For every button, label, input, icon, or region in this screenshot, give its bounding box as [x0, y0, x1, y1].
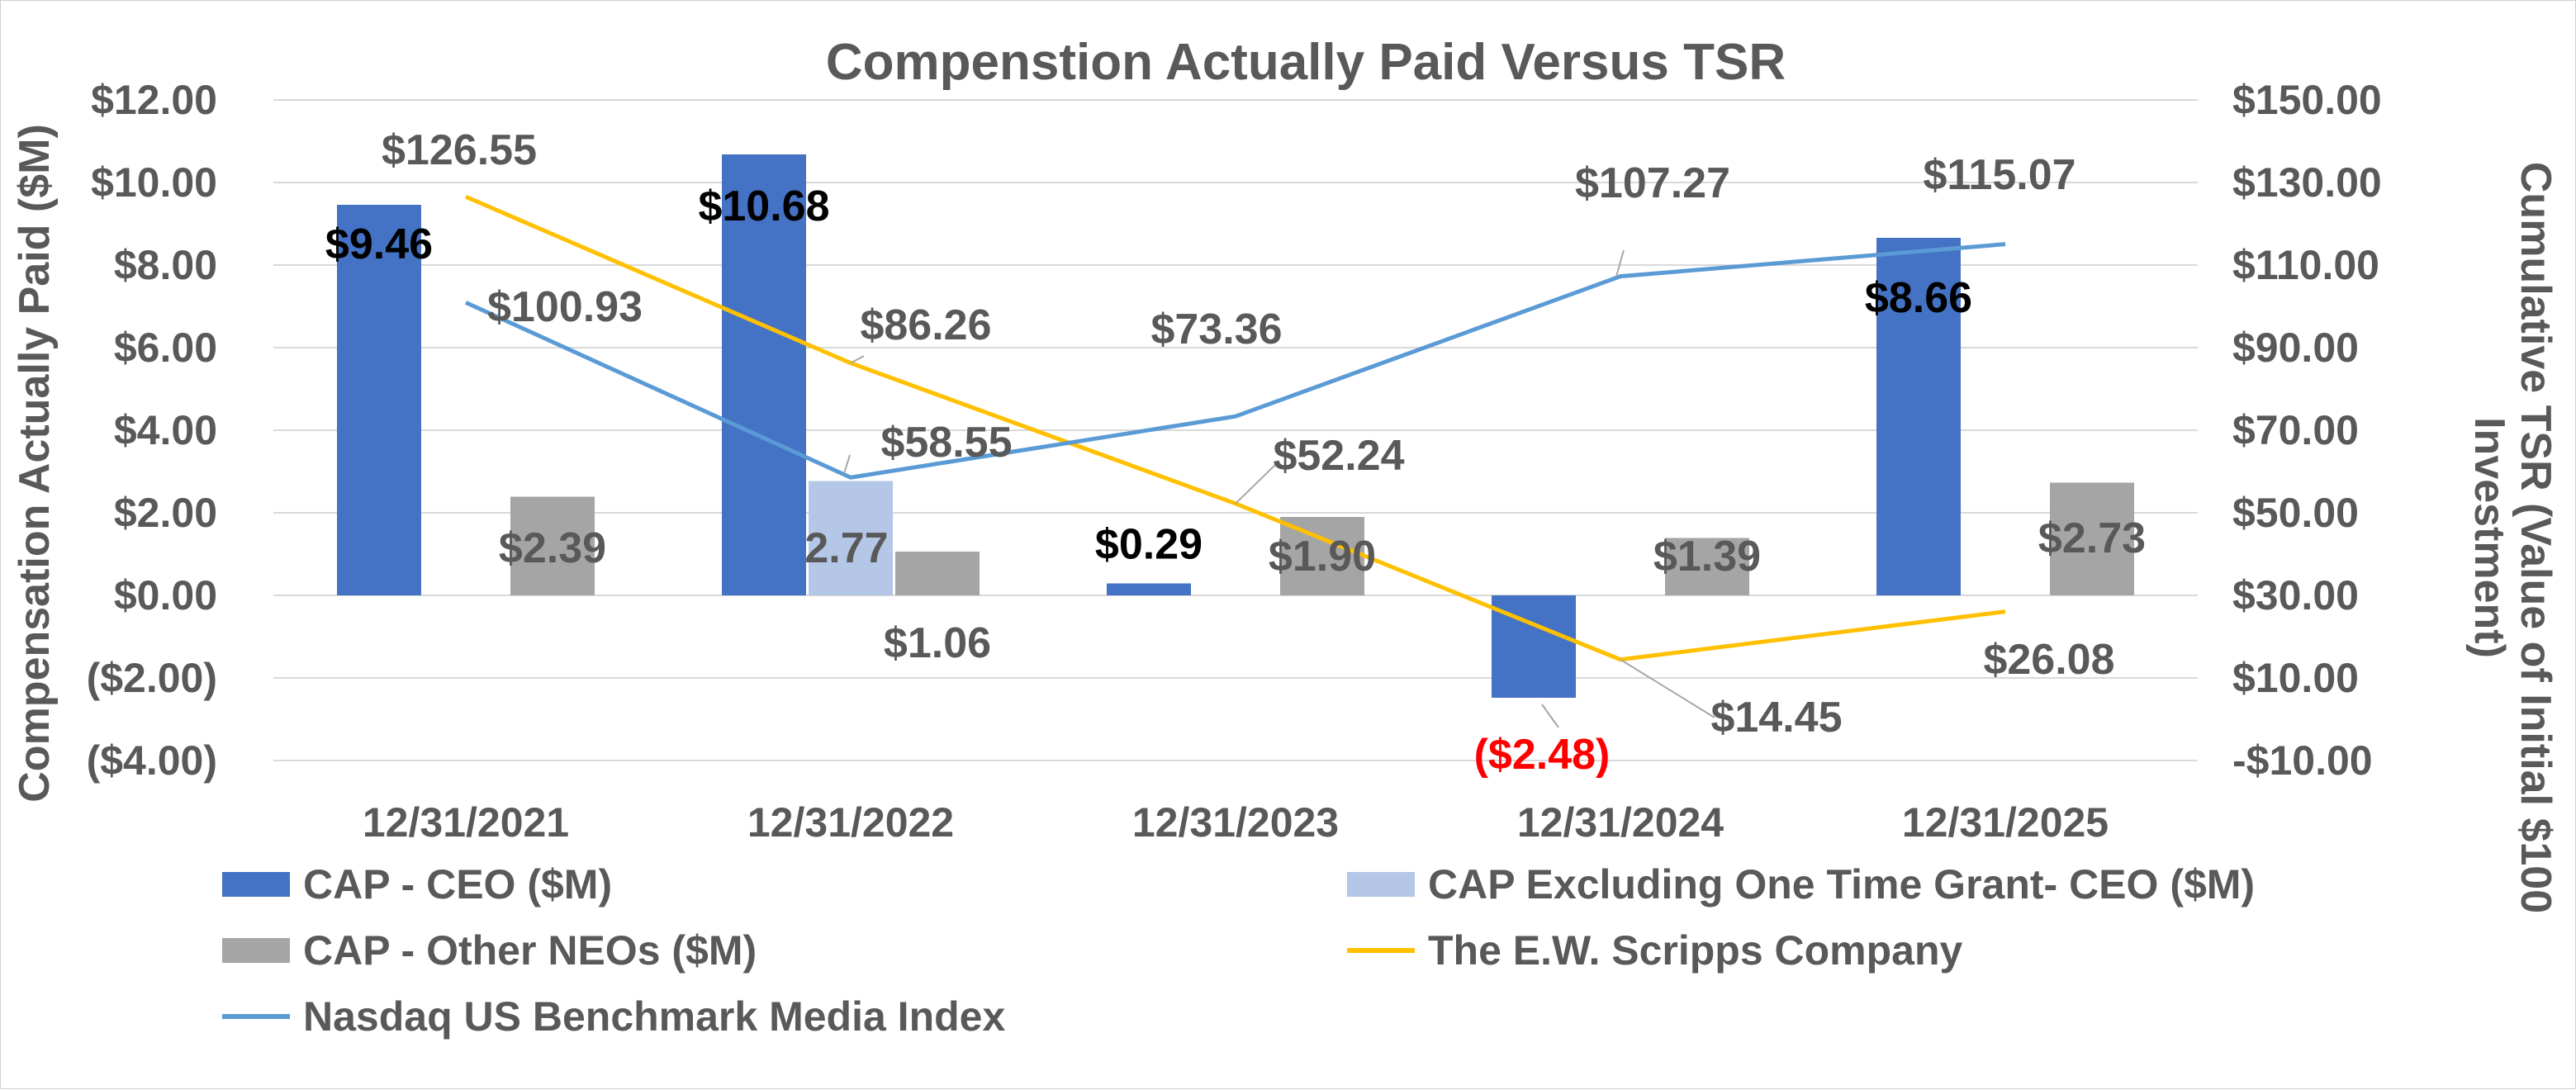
- right-tick-label: $130.00: [2232, 159, 2382, 206]
- left-tick-label: $2.00: [114, 490, 217, 536]
- data-label: $14.45: [1710, 694, 1842, 742]
- bar-cap-neo: [895, 552, 980, 595]
- category-label: 12/31/2024: [1517, 799, 1724, 846]
- right-axis-title: Cumulative TSR (Value of Initial $100 In…: [2465, 162, 2559, 913]
- left-tick-label: $12.00: [91, 77, 217, 123]
- left-axis-ticks: $12.00 $10.00 $8.00 $6.00 $4.00 $2.00 $0.00 ($2…: [87, 77, 217, 784]
- left-tick-label: $10.00: [91, 159, 217, 206]
- data-label: 2.77: [804, 524, 888, 572]
- chart-title: Compenstion Actually Paid Versus TSR: [826, 34, 1786, 91]
- left-tick-label: $6.00: [114, 325, 217, 371]
- left-tick-label: ($2.00): [87, 655, 217, 701]
- line-nasdaq: [464, 242, 2006, 480]
- right-axis-title-line2: Investment): [2465, 417, 2513, 658]
- right-tick-label: $30.00: [2232, 572, 2359, 618]
- bar-cap-ceo: [722, 154, 806, 595]
- data-label: $107.27: [1575, 159, 1730, 207]
- data-label: $86.26: [860, 301, 991, 349]
- category-labels: 12/31/2021 12/31/2022 12/31/2023 12/31/2024…: [363, 799, 2109, 846]
- data-label: $100.93: [487, 283, 643, 331]
- category-label: 12/31/2023: [1132, 799, 1339, 846]
- data-label: $0.29: [1095, 521, 1203, 569]
- leader-line: [1235, 462, 1278, 505]
- bar-cap-neo: [510, 496, 595, 595]
- data-label: $58.55: [880, 419, 1012, 467]
- bar-cap-excl: [809, 481, 893, 595]
- right-tick-label: $50.00: [2232, 490, 2359, 536]
- data-label: $2.73: [2038, 514, 2146, 562]
- bar-cap-neo: [1665, 538, 1749, 595]
- category-label: 12/31/2021: [363, 799, 569, 846]
- data-label: $126.55: [382, 126, 537, 174]
- leader-line: [1541, 704, 1559, 728]
- data-label: $26.08: [1983, 636, 2114, 684]
- legend-label: CAP Excluding One Time Grant- CEO ($M): [1428, 861, 2255, 908]
- legend-swatch: [1347, 872, 1415, 897]
- right-tick-label: $70.00: [2232, 407, 2359, 453]
- legend-swatch: [222, 872, 290, 897]
- right-tick-label: $90.00: [2232, 325, 2359, 371]
- data-label: $1.39: [1653, 533, 1761, 581]
- left-axis-title: Compensation Actually Paid ($M): [11, 124, 59, 803]
- data-label: $2.39: [499, 524, 606, 572]
- bars: [337, 154, 2134, 698]
- category-label: 12/31/2025: [1902, 799, 2109, 846]
- right-axis-ticks: $150.00 $130.00 $110.00 $90.00 $70.00 $50.00 $…: [2232, 77, 2382, 784]
- leader-line: [850, 355, 865, 364]
- data-label: $1.90: [1269, 533, 1376, 581]
- right-axis-title-line1: Cumulative TSR (Value of Initial $100: [2512, 162, 2559, 913]
- data-label: $10.68: [698, 182, 829, 230]
- bar-cap-ceo: [1107, 583, 1191, 595]
- data-labels: $9.46 $10.68 $0.29 $8.66 ($2.48) 2.77 $2.39 $1.…: [325, 126, 2146, 779]
- data-label: $115.07: [1923, 151, 2076, 199]
- legend-label: CAP - CEO ($M): [303, 861, 612, 908]
- left-tick-label: $8.00: [114, 242, 217, 288]
- left-tick-label: $4.00: [114, 407, 217, 453]
- data-label: $8.66: [1865, 274, 1972, 322]
- right-tick-label: $150.00: [2232, 77, 2382, 123]
- left-tick-label: ($4.00): [87, 737, 217, 784]
- legend-label: Nasdaq US Benchmark Media Index: [303, 993, 1005, 1040]
- data-label: $73.36: [1150, 306, 1282, 353]
- legend-swatch: [222, 938, 290, 963]
- bar-cap-ceo: [337, 205, 421, 595]
- category-label: 12/31/2022: [747, 799, 954, 846]
- leader-line: [1615, 249, 1625, 277]
- bar-cap-ceo: [1876, 238, 1961, 595]
- data-label: $9.46: [325, 220, 433, 268]
- leader-lines: [843, 249, 1715, 728]
- bar-cap-neo: [1280, 517, 1364, 595]
- bar-cap-neo: [2050, 482, 2134, 595]
- data-label: $1.06: [884, 619, 991, 667]
- lines: [464, 194, 2006, 662]
- data-label: ($2.48): [1474, 731, 1611, 779]
- right-tick-label: $10.00: [2232, 655, 2359, 701]
- right-tick-label: $110.00: [2232, 242, 2379, 288]
- data-label: $52.24: [1273, 432, 1404, 480]
- leader-line: [1620, 658, 1715, 718]
- left-tick-label: $0.00: [114, 572, 217, 618]
- legend: CAP - CEO ($M) CAP Excluding One Time Gra…: [222, 861, 2255, 1040]
- leader-line: [843, 454, 851, 474]
- legend-label: The E.W. Scripps Company: [1428, 927, 1963, 974]
- line-scripps: [465, 194, 2006, 662]
- legend-label: CAP - Other NEOs ($M): [303, 927, 757, 974]
- right-tick-label: -$10.00: [2232, 737, 2373, 784]
